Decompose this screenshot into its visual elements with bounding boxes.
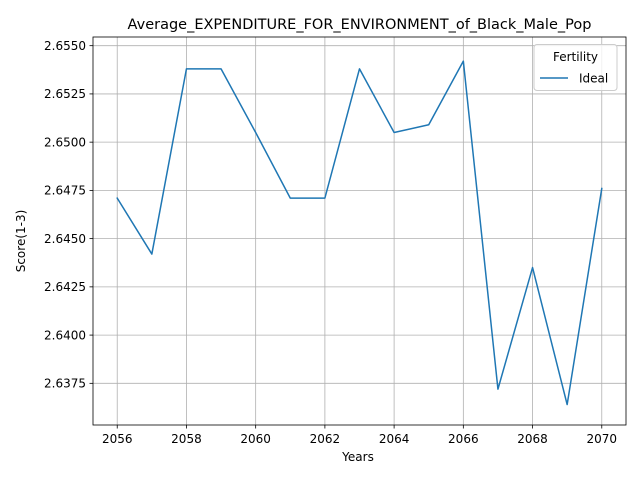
x-tick-label: 2058 (171, 432, 202, 446)
y-tick-label: 2.6450 (44, 232, 86, 246)
y-tick-label: 2.6400 (44, 328, 86, 342)
legend-entry-ideal: Ideal (579, 72, 608, 86)
y-tick-label: 2.6550 (44, 39, 86, 53)
x-tick-label: 2070 (586, 432, 617, 446)
x-tick-label: 2062 (310, 432, 341, 446)
x-tick-label: 2060 (240, 432, 271, 446)
x-tick-label: 2064 (379, 432, 410, 446)
y-tick-label: 2.6525 (44, 87, 86, 101)
x-axis-label: Years (341, 450, 374, 464)
y-axis-label: Score(1-3) (14, 210, 28, 273)
x-tick-label: 2056 (102, 432, 133, 446)
y-tick-label: 2.6475 (44, 184, 86, 198)
y-tick-label: 2.6375 (44, 377, 86, 391)
legend: Fertility Ideal (534, 45, 617, 91)
legend-title: Fertility (553, 50, 598, 64)
y-tick-label: 2.6500 (44, 135, 86, 149)
chart-title: Average_EXPENDITURE_FOR_ENVIRONMENT_of_B… (128, 17, 592, 33)
x-tick-label: 2066 (448, 432, 479, 446)
x-tick-label: 2068 (517, 432, 548, 446)
y-tick-label: 2.6425 (44, 280, 86, 294)
